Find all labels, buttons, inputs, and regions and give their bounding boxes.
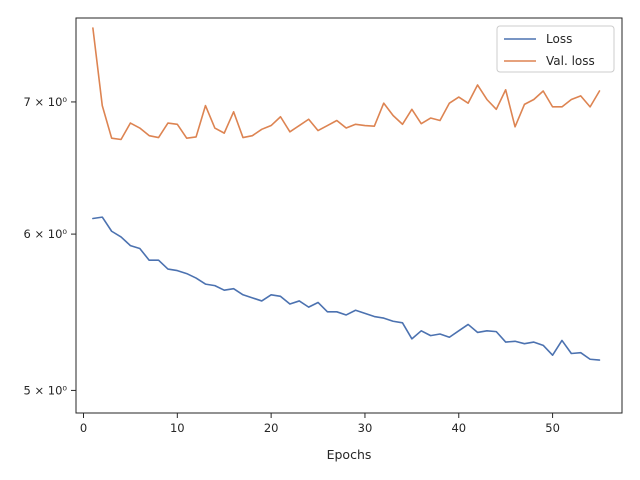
series-line-loss [92, 216, 601, 361]
x-tick-label: 20 [264, 421, 279, 435]
series-layer [92, 27, 601, 361]
plot-area [76, 18, 622, 413]
x-axis-label: Epochs [327, 447, 372, 462]
legend-label-val-loss: Val. loss [546, 54, 595, 68]
legend-label-loss: Loss [546, 32, 572, 46]
series-line-val-loss [92, 27, 601, 141]
plot-frame [75, 17, 623, 414]
y-axis: 5 × 10⁰ 6 × 10⁰ 7 × 10⁰ [23, 95, 76, 397]
x-tick-label: 0 [80, 421, 87, 435]
y-tick-label: 6 × 10⁰ [23, 227, 67, 241]
x-tick-label: 40 [451, 421, 466, 435]
legend: Loss Val. loss [496, 25, 615, 73]
x-tick-label: 50 [545, 421, 560, 435]
x-tick-label: 30 [358, 421, 373, 435]
y-tick-label: 7 × 10⁰ [23, 95, 67, 109]
x-tick-label: 10 [170, 421, 185, 435]
y-tick-label: 5 × 10⁰ [23, 383, 67, 397]
x-axis: 0 10 20 30 40 50 [80, 413, 560, 435]
